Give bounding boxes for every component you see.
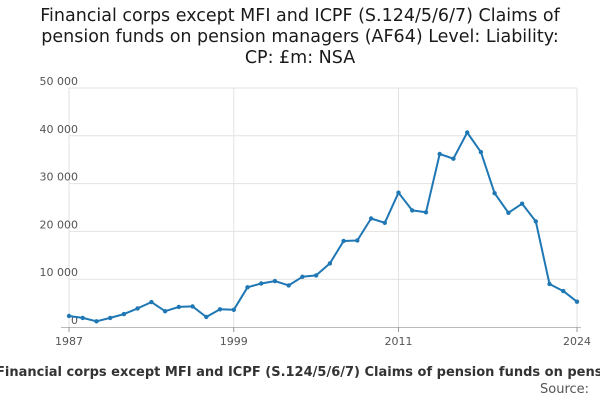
y-tick-label: 30 000: [40, 171, 79, 184]
data-point: [286, 283, 291, 288]
y-axis-ticks: 0 10 000 20 000 30 000 40 000 50 000: [40, 75, 79, 327]
data-point: [217, 307, 223, 312]
data-point: [204, 314, 209, 320]
data-point: [437, 151, 442, 157]
data-point: [121, 311, 127, 317]
grid-lines: [68, 87, 578, 332]
axes: [61, 327, 581, 332]
data-point: [66, 313, 72, 319]
data-point: [574, 299, 580, 304]
data-point: [519, 201, 525, 206]
data-point: [162, 309, 168, 314]
x-tick-label: 1987: [55, 335, 83, 348]
data-point: [341, 238, 346, 244]
data-point: [492, 191, 497, 196]
x-tick-label: 2011: [385, 335, 413, 348]
y-tick-label: 40 000: [40, 123, 79, 136]
series-group: [66, 130, 580, 324]
data-point: [355, 238, 360, 243]
legend-entry: Financial corps except MFI and ICPF (S.1…: [0, 365, 600, 380]
data-point: [135, 306, 140, 311]
title-line-1: Financial corps except MFI and ICPF (S.1…: [40, 6, 560, 26]
data-point: [272, 278, 278, 284]
data-point: [94, 319, 99, 324]
series-line: [68, 131, 578, 323]
data-point: [410, 208, 415, 213]
x-tick-label: 2024: [563, 335, 591, 348]
data-point: [176, 304, 181, 310]
data-point: [190, 304, 195, 309]
data-point: [478, 149, 484, 155]
data-point: [245, 285, 250, 290]
data-point: [300, 274, 305, 279]
y-tick-label: 10 000: [40, 266, 79, 279]
data-point: [382, 220, 387, 225]
data-point: [327, 261, 333, 266]
title-line-3: CP: £m: NSA: [244, 48, 356, 68]
data-point: [465, 130, 470, 135]
data-point: [547, 281, 552, 287]
data-point: [259, 281, 264, 286]
data-point: [396, 190, 401, 195]
data-point: [451, 156, 456, 161]
y-tick-label: 50 000: [40, 75, 79, 88]
data-point: [533, 219, 538, 224]
data-point: [108, 315, 113, 321]
data-point: [231, 307, 236, 312]
x-tick-label: 1999: [220, 335, 248, 348]
x-axis-ticks: 1987 1999 2011 2024: [55, 335, 591, 348]
source-label: Source:: [540, 382, 590, 397]
data-point: [80, 315, 85, 321]
title-line-2: pension funds on pension managers (AF64)…: [41, 27, 559, 47]
data-point: [506, 210, 511, 215]
legend: Financial corps except MFI and ICPF (S.1…: [0, 365, 600, 380]
data-point: [368, 216, 374, 221]
y-tick-label: 0: [71, 314, 78, 327]
data-point: [423, 210, 429, 215]
chart-title: Financial corps except MFI and ICPF (S.1…: [0, 6, 600, 69]
data-point: [561, 288, 566, 294]
data-point: [313, 273, 319, 278]
y-tick-label: 20 000: [40, 218, 79, 231]
data-point: [149, 299, 154, 305]
